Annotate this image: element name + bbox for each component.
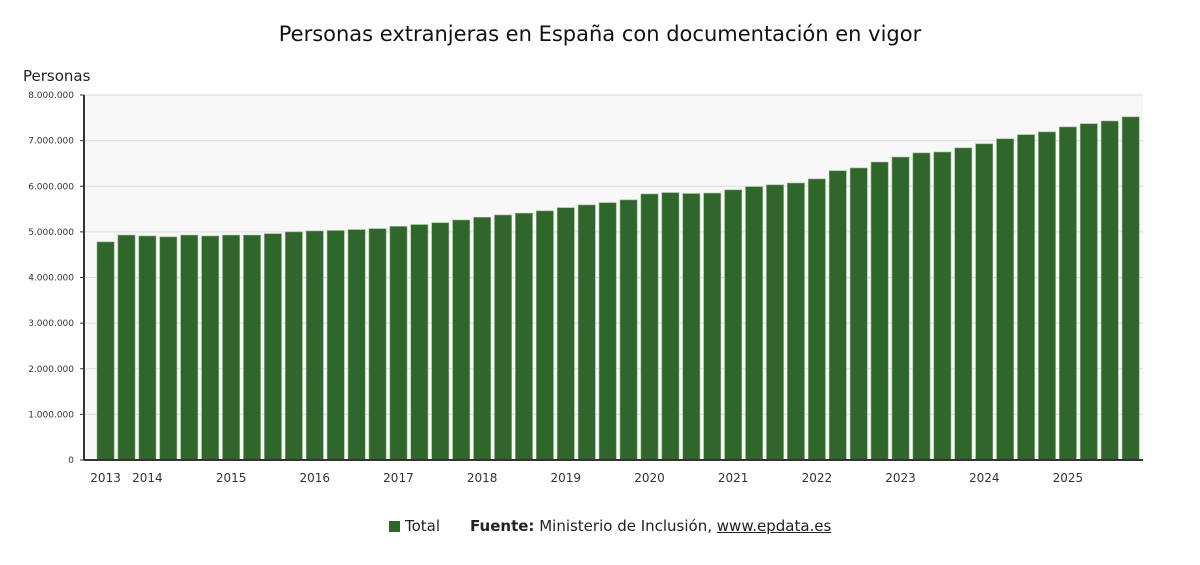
x-tick-label: 2018 <box>467 471 498 485</box>
bar <box>1121 116 1140 461</box>
bar <box>1017 134 1035 461</box>
bar <box>431 222 450 461</box>
chart-title: Personas extranjeras en España con docum… <box>278 22 922 46</box>
x-tick-label: 2017 <box>383 471 414 485</box>
bar <box>577 204 596 461</box>
bar <box>1038 131 1056 461</box>
bar <box>1100 120 1119 461</box>
bar-chart: 0 1.000.000 2.000.000 3.000.000 4.000.000 5.0… <box>28 91 1143 485</box>
bar <box>849 167 868 461</box>
y-tick-label: 7.000.000 <box>28 137 74 147</box>
y-axis-label: Personas <box>23 67 91 85</box>
bar <box>787 182 805 461</box>
bar <box>284 231 303 461</box>
bar <box>159 236 178 461</box>
bar <box>682 193 701 461</box>
bar <box>640 193 659 461</box>
bar <box>912 152 931 461</box>
x-tick-label: 2015 <box>216 471 247 485</box>
bar <box>473 216 492 461</box>
x-tick-label: 2021 <box>718 471 749 485</box>
y-tick-label: 0 <box>68 456 74 466</box>
bar <box>807 178 826 461</box>
x-tick-label: 2014 <box>132 471 163 485</box>
bar <box>724 189 743 461</box>
y-tick-label: 5.000.000 <box>28 228 74 238</box>
bar <box>138 235 157 461</box>
bar <box>347 229 366 461</box>
bar <box>389 226 408 461</box>
source-label: Fuente: <box>470 517 535 535</box>
bar <box>222 234 240 461</box>
bar <box>996 138 1015 461</box>
y-tick-label: 6.000.000 <box>28 182 74 192</box>
bar <box>264 233 282 461</box>
y-tick-label: 8.000.000 <box>28 91 74 101</box>
source-link[interactable]: www.epdata.es <box>716 517 832 535</box>
source-note: Fuente: Ministerio de Inclusión, www.epd… <box>470 517 831 535</box>
bar <box>305 230 324 461</box>
bar <box>326 230 345 461</box>
x-tick-label: 2025 <box>1053 471 1084 485</box>
x-tick-label: 2023 <box>885 471 916 485</box>
bar <box>243 234 261 461</box>
x-tick-label: 2024 <box>969 471 1000 485</box>
legend-label: Total <box>405 517 441 535</box>
bar <box>619 199 638 461</box>
bar <box>933 151 952 461</box>
bar <box>661 192 680 461</box>
bar <box>891 156 910 461</box>
x-tick-label: 2016 <box>300 471 331 485</box>
y-tick-label: 1.000.000 <box>28 410 74 420</box>
bar <box>494 214 512 461</box>
y-tick-label: 2.000.000 <box>28 365 74 375</box>
bar <box>410 224 429 461</box>
x-tick-label: 2020 <box>634 471 665 485</box>
bar <box>117 234 136 461</box>
bar <box>703 192 722 461</box>
bar <box>201 235 220 461</box>
y-tick-label: 4.000.000 <box>28 274 74 284</box>
bar <box>536 210 554 461</box>
legend: Total Fuente: Ministerio de Inclusión, w… <box>389 517 831 535</box>
y-tick-label: 3.000.000 <box>28 319 74 329</box>
bar <box>828 170 847 461</box>
bar <box>452 219 471 461</box>
bar <box>598 202 617 461</box>
bar <box>745 186 763 461</box>
bar <box>556 207 575 461</box>
bar <box>368 228 387 461</box>
source-text: Ministerio de Inclusión, <box>539 517 712 535</box>
bar <box>766 184 784 461</box>
bar <box>1079 123 1098 461</box>
bar <box>954 147 973 461</box>
bar <box>1059 126 1077 461</box>
legend-swatch <box>389 520 400 532</box>
bar <box>180 234 199 461</box>
x-tick-label: 2019 <box>551 471 582 485</box>
bar <box>975 143 994 461</box>
bar <box>870 161 889 461</box>
x-tick-label: 2013 <box>90 471 121 485</box>
x-tick-label: 2022 <box>802 471 833 485</box>
bar <box>96 241 115 461</box>
bar <box>515 212 533 461</box>
